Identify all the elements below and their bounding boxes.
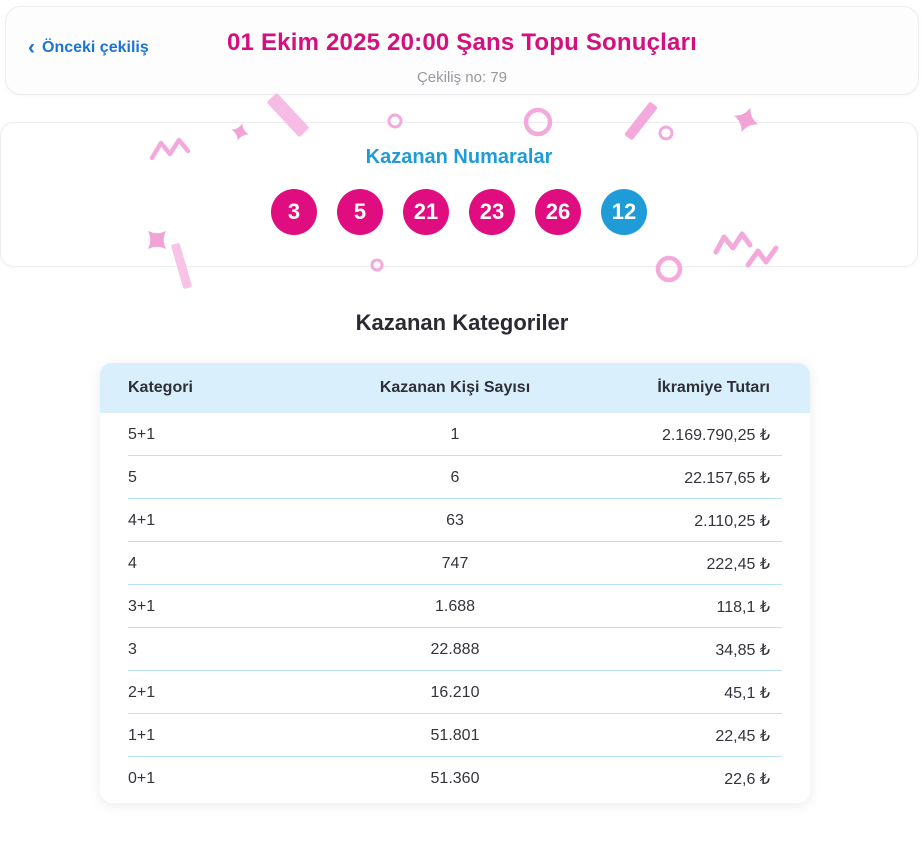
prize-cell: 45,1 ₺ [724,684,770,702]
prize-cell: 2.110,25 ₺ [694,512,770,530]
page-title: 01 Ekim 2025 20:00 Şans Topu Sonuçları [226,29,698,56]
category-cell: 2+1 [128,683,156,701]
chevron-left-icon: ‹ [28,36,35,59]
winners-cell: 16.210 [430,683,480,701]
prize-cell: 22.157,65 ₺ [684,469,770,487]
table-row: 5 6 22.157,65 ₺ [100,456,810,499]
prize-cell: 222,45 ₺ [706,555,770,573]
previous-draw-label: Önceki çekiliş [42,39,149,56]
winning-numbers-card: Kazanan Numaralar 3 5 21 23 26 12 [0,122,918,267]
category-cell: 5+1 [128,425,156,443]
table-row: 3+1 1.688 118,1 ₺ [100,585,810,628]
bonus-number-ball: 12 [601,189,647,235]
header-card: ‹ Önceki çekiliş 01 Ekim 2025 20:00 Şans… [5,6,919,95]
category-cell: 4 [128,554,137,572]
winning-number-ball: 26 [535,189,581,235]
categories-table: Kategori Kazanan Kişi Sayısı İkramiye Tu… [100,363,810,803]
winners-cell: 51.801 [430,726,480,744]
categories-heading: Kazanan Kategoriler [355,310,569,335]
prize-cell: 2.169.790,25 ₺ [661,426,770,444]
winning-numbers-row: 3 5 21 23 26 12 [1,189,917,235]
winners-cell: 63 [446,511,464,529]
prize-cell: 118,1 ₺ [716,598,770,616]
table-row: 5+1 1 2.169.790,25 ₺ [100,413,810,456]
prize-cell: 22,6 ₺ [724,770,770,788]
prize-cell: 34,85 ₺ [715,641,770,659]
table-row: 4+1 63 2.110,25 ₺ [100,499,810,542]
category-cell: 5 [128,468,137,486]
table-body: 5+1 1 2.169.790,25 ₺ 5 6 22.157,65 ₺ 4+1 63 2.11… [100,413,810,800]
winning-number-ball: 5 [337,189,383,235]
table-row: 4 747 222,45 ₺ [100,542,810,585]
prize-cell: 22,45 ₺ [715,727,770,745]
category-cell: 3+1 [128,597,156,615]
column-header-prize: İkramiye Tutarı [657,379,770,396]
winners-cell: 1.688 [434,597,476,615]
table-row: 0+1 51.360 22,6 ₺ [100,757,810,800]
draw-number: Çekiliş no: 79 [416,69,508,86]
table-row: 3 22.888 34,85 ₺ [100,628,810,671]
table-header-row: Kategori Kazanan Kişi Sayısı İkramiye Tu… [100,363,810,413]
winners-cell: 1 [450,425,460,443]
winners-cell: 22.888 [430,640,480,658]
winners-cell: 6 [450,468,460,486]
category-cell: 1+1 [128,726,156,744]
column-header-category: Kategori [128,379,193,396]
category-cell: 0+1 [128,769,156,787]
category-cell: 3 [128,640,137,658]
winning-number-ball: 3 [271,189,317,235]
column-header-winners: Kazanan Kişi Sayısı [379,379,531,396]
winning-numbers-heading: Kazanan Numaralar [365,146,553,168]
winning-number-ball: 21 [403,189,449,235]
winners-cell: 747 [441,554,469,572]
winners-cell: 51.360 [430,769,480,787]
table-row: 2+1 16.210 45,1 ₺ [100,671,810,714]
table-row: 1+1 51.801 22,45 ₺ [100,714,810,757]
category-cell: 4+1 [128,511,156,529]
winning-number-ball: 23 [469,189,515,235]
previous-draw-link[interactable]: ‹ Önceki çekiliş [28,36,149,59]
